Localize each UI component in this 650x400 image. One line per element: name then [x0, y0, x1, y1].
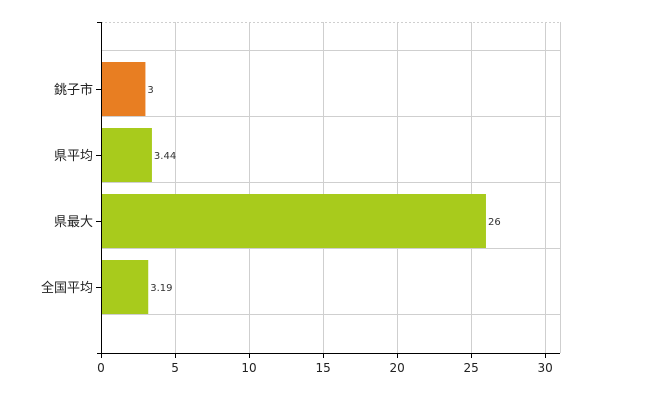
data-label: 3 — [147, 85, 153, 96]
category-label: 県平均 — [54, 149, 93, 164]
label-layer: 3 銚子市 3.44 県平均 26 県最大 3.19 全国平均 0 5 10 15 20 25 30 — [41, 82, 553, 375]
bar — [101, 194, 486, 248]
x-tick-label: 30 — [538, 361, 553, 375]
x-tick-label: 15 — [315, 361, 330, 375]
category-label: 銚子市 — [54, 82, 93, 98]
bar-layer — [101, 62, 486, 314]
x-tick-label: 10 — [241, 361, 256, 375]
x-tick-label: 5 — [171, 361, 179, 375]
bar — [101, 128, 152, 182]
bar — [101, 62, 146, 116]
x-tick-label: 20 — [389, 361, 404, 375]
category-label: 県最大 — [54, 215, 93, 230]
x-tick-label: 0 — [97, 361, 105, 375]
data-label: 3.44 — [154, 151, 176, 162]
data-label: 3.19 — [150, 283, 172, 294]
bar — [101, 260, 149, 314]
data-label: 26 — [488, 217, 501, 228]
category-label: 全国平均 — [41, 280, 93, 296]
grid-layer — [101, 22, 561, 353]
x-tick-label: 25 — [464, 361, 479, 375]
axis-layer — [96, 22, 560, 358]
